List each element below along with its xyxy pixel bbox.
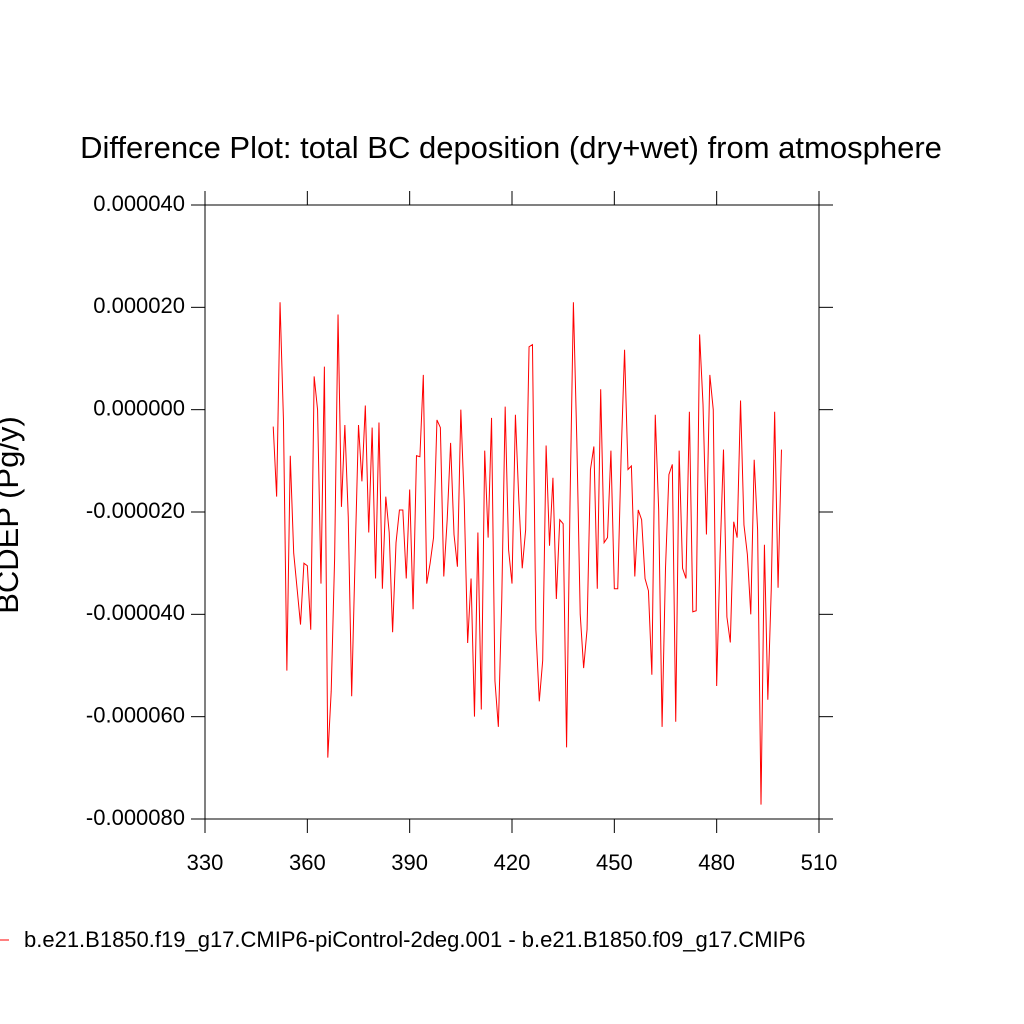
x-tick-label: 510	[801, 850, 838, 875]
y-tick-label: -0.000080	[86, 805, 185, 830]
x-tick-label: 420	[494, 850, 531, 875]
x-tick-label: 330	[187, 850, 224, 875]
chart-title: Difference Plot: total BC deposition (dr…	[80, 130, 942, 165]
x-tick-label: 390	[391, 850, 428, 875]
y-tick-label: -0.000060	[86, 702, 185, 727]
x-tick-label: 480	[698, 850, 735, 875]
plot-frame	[204, 204, 820, 820]
x-tick-label: 360	[289, 850, 326, 875]
data-line	[272, 302, 782, 805]
y-tick-label: 0.000000	[93, 395, 185, 420]
x-tick-label: 450	[596, 850, 633, 875]
legend-label: b.e21.B1850.f19_g17.CMIP6-piControl-2deg…	[24, 927, 806, 952]
y-tick-label: -0.000040	[86, 600, 185, 625]
y-tick-label: 0.000020	[93, 293, 185, 318]
y-tick-label: -0.000020	[86, 498, 185, 523]
y-axis-label: BCDEP (Pg/y)	[0, 416, 25, 614]
y-tick-label: 0.000040	[93, 191, 185, 216]
